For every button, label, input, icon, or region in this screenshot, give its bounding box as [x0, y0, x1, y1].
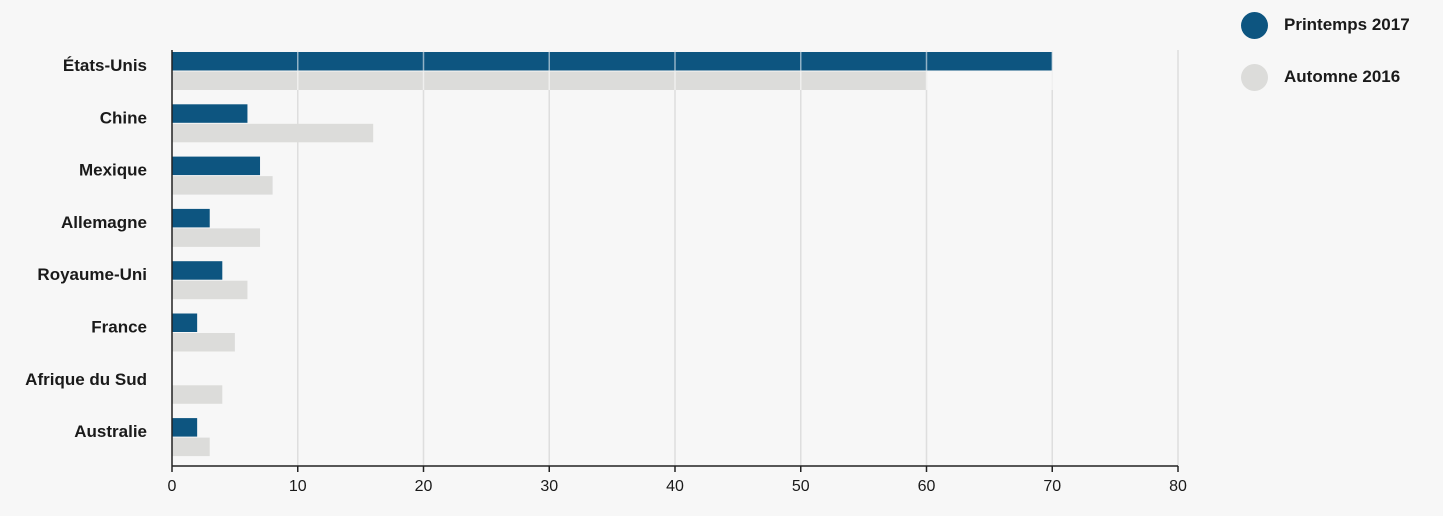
x-tick-label-20: 20	[415, 478, 433, 495]
legend: Printemps 2017 Automne 2016	[1241, 10, 1436, 114]
bar-printemps-2017-chine	[172, 104, 248, 123]
x-tick-label-40: 40	[666, 478, 684, 495]
bar-printemps-2017-france	[172, 313, 198, 332]
bar-automne-2016-afrique-du-sud	[172, 385, 223, 404]
x-tick-label-70: 70	[1043, 478, 1061, 495]
bar-printemps-2017-allemagne	[172, 208, 210, 228]
legend-swatch-printemps-2017	[1241, 11, 1268, 39]
category-label-allemagne: Allemagne	[61, 213, 147, 232]
x-tick-label-10: 10	[289, 478, 307, 495]
legend-label-automne-2016: Automne 2016	[1284, 67, 1401, 86]
category-label-etats-unis: États-Unis	[63, 56, 147, 75]
category-label-chine: Chine	[100, 108, 147, 127]
legend-swatch-automne-2016	[1241, 63, 1268, 91]
category-label-mexique: Mexique	[79, 161, 147, 180]
category-label-afrique-du-sud: Afrique du Sud	[25, 370, 147, 389]
x-tick-label-60: 60	[918, 478, 936, 495]
bar-automne-2016-mexique	[172, 176, 273, 195]
bar-automne-2016-france	[172, 333, 235, 352]
bar-automne-2016-royaume-uni	[172, 280, 248, 300]
bar-automne-2016-australie	[172, 437, 210, 457]
legend-label-printemps-2017: Printemps 2017	[1284, 15, 1410, 34]
category-label-royaume-uni: Royaume-Uni	[37, 265, 147, 284]
x-tick-label-0: 0	[168, 478, 177, 495]
bar-automne-2016-allemagne	[172, 228, 261, 247]
bar-printemps-2017-royaume-uni	[172, 261, 223, 280]
x-tick-label-80: 80	[1169, 478, 1187, 495]
bar-printemps-2017-mexique	[172, 156, 261, 176]
category-label-australie: Australie	[74, 422, 147, 441]
category-label-france: France	[91, 318, 147, 337]
x-tick-label-50: 50	[792, 478, 810, 495]
bar-automne-2016-chine	[172, 123, 374, 143]
bar-printemps-2017-etats-unis	[172, 52, 1053, 71]
bar-printemps-2017-australie	[172, 418, 198, 437]
legend-item-automne-2016: Automne 2016	[1241, 62, 1436, 92]
legend-item-printemps-2017: Printemps 2017	[1241, 10, 1436, 40]
x-tick-label-30: 30	[540, 478, 558, 495]
